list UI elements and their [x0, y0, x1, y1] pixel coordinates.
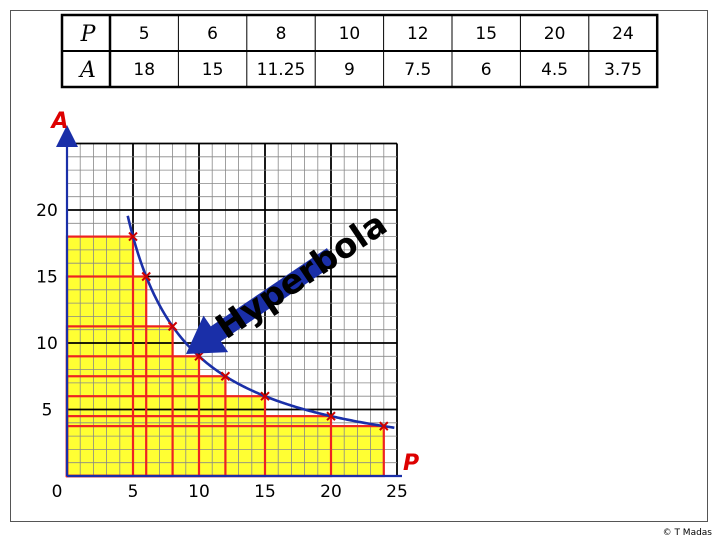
data-point [220, 371, 231, 381]
data-point [194, 351, 204, 362]
data-point [128, 231, 138, 242]
x-tick-label: 5 [128, 482, 139, 502]
table-cell: 20 [544, 24, 566, 44]
y-tick-label: 15 [36, 268, 58, 288]
table-cell: 3.75 [604, 60, 642, 80]
x-tick-label: 20 [320, 482, 342, 502]
data-point [260, 391, 270, 401]
table-cell: 24 [612, 24, 634, 44]
x-tick-label: 10 [188, 482, 210, 502]
y-axis-label: A [49, 109, 68, 134]
table-cell: 6 [481, 60, 492, 80]
credit-text: © T Madas [662, 528, 712, 538]
data-point [141, 271, 151, 282]
table-cell: 9 [344, 60, 355, 80]
table-cell: 15 [202, 60, 224, 80]
x-tick-label: 15 [254, 482, 276, 502]
y-tick-label: 20 [36, 201, 58, 221]
value-table: P 5 6 8 10 12 15 20 24 A 18 15 11.25 9 7.5 6 4.5 3.75 [60, 13, 659, 89]
y-tick-label: 10 [36, 334, 58, 354]
data-point [379, 421, 389, 431]
slide-frame [10, 10, 708, 522]
annotation-arrow [186, 248, 337, 354]
table-cell: 8 [276, 24, 287, 44]
table-cell: 15 [475, 24, 497, 44]
table-cell: 12 [407, 24, 429, 44]
data-point [326, 411, 336, 421]
table-cell: 11.25 [257, 60, 306, 80]
x-tick-label: 25 [386, 482, 408, 502]
table-cell: 5 [139, 24, 150, 44]
table-row-header: A [78, 58, 96, 83]
table-cell: 4.5 [541, 60, 568, 80]
table-row-header: P [80, 22, 97, 47]
x-axis-label: P [403, 451, 419, 476]
arrow-shape [186, 248, 337, 354]
y-tick-label: 5 [42, 401, 53, 421]
table-cell: 6 [207, 24, 218, 44]
table-cell: 10 [339, 24, 361, 44]
table-cell: 18 [133, 60, 155, 80]
data-point [167, 321, 178, 332]
table-cell: 7.5 [404, 60, 431, 80]
origin-label: 0 [52, 482, 63, 502]
